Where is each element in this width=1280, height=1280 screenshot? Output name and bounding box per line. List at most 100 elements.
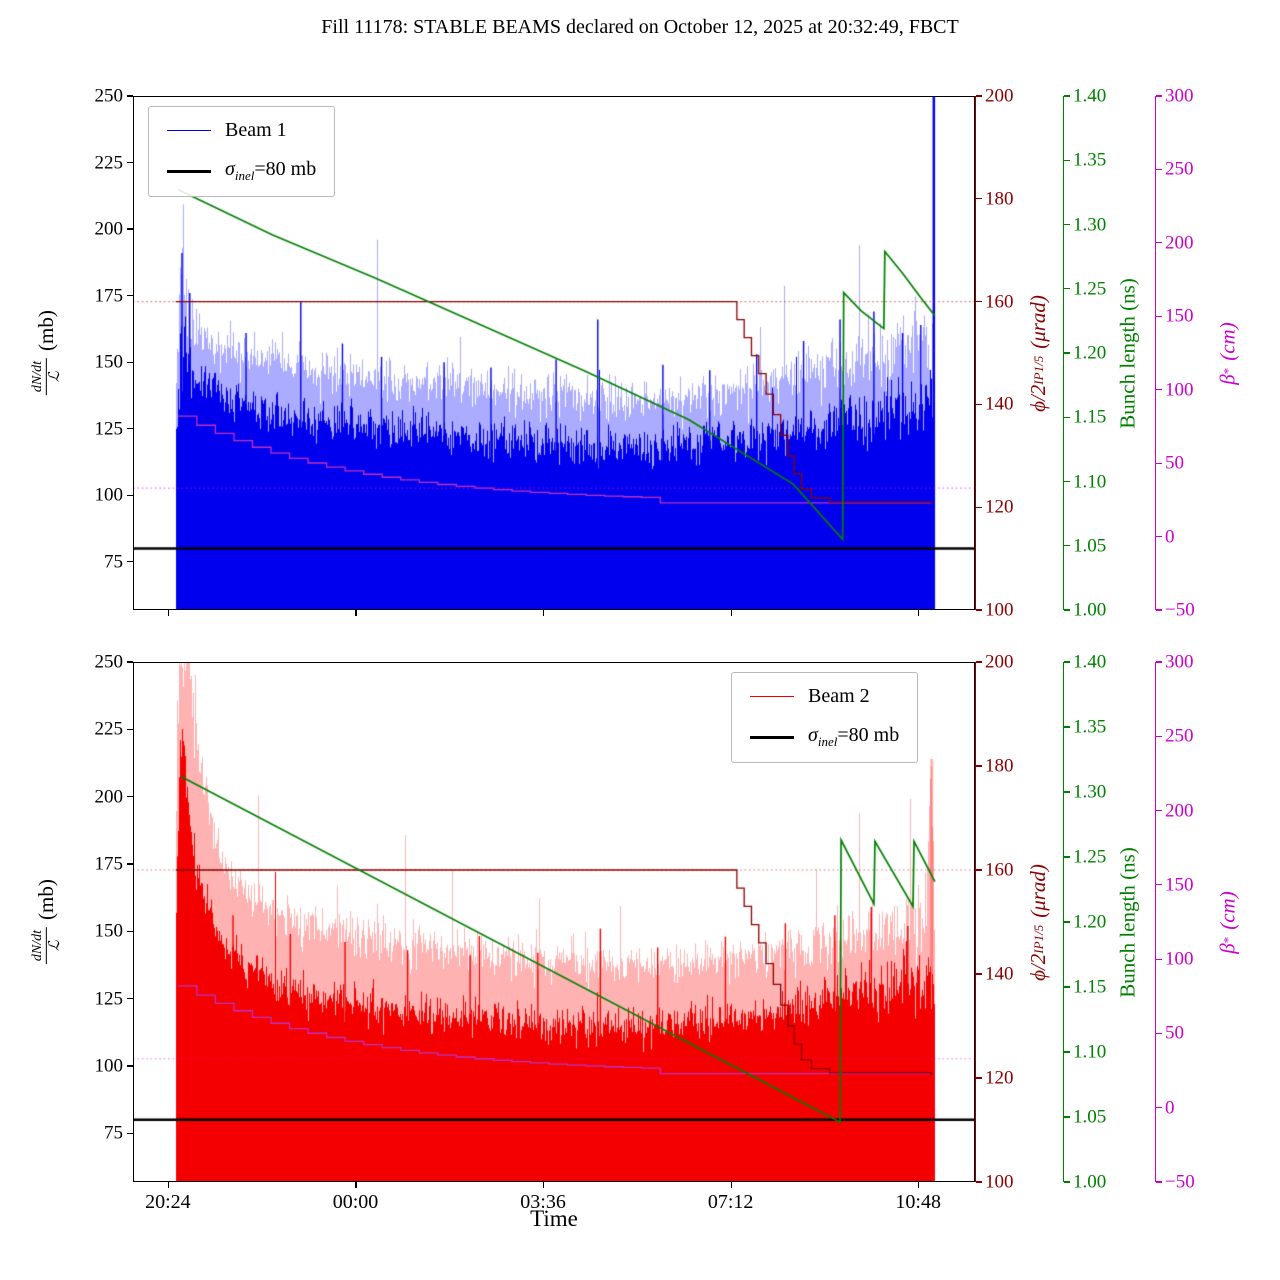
y-tick-label: 250 bbox=[94, 85, 124, 107]
legend-entry-beam1: Beam 1 bbox=[167, 119, 316, 142]
y-tick-label: 0 bbox=[1165, 1097, 1175, 1119]
y-tick-label: 250 bbox=[94, 651, 124, 673]
y-tick-label: 1.30 bbox=[1073, 214, 1107, 235]
x-tick-label: 00:00 bbox=[332, 1191, 379, 1213]
y-tick-label: 1.30 bbox=[1073, 781, 1107, 803]
y-tick-label: 120 bbox=[985, 1067, 1014, 1089]
y-tick bbox=[1156, 735, 1162, 737]
y-tick bbox=[976, 609, 982, 611]
y-tick bbox=[1156, 389, 1162, 391]
y-tick bbox=[127, 561, 133, 563]
x-tick-label: 03:36 bbox=[520, 1191, 566, 1213]
y-tick bbox=[976, 869, 982, 871]
y-tick-label: 200 bbox=[985, 651, 1014, 673]
y-tick-label: 225 bbox=[94, 718, 124, 740]
y-tick bbox=[1064, 1181, 1070, 1183]
beta-axis-label-bottom: β * (cm) bbox=[1215, 890, 1240, 954]
y-tick bbox=[1064, 159, 1070, 161]
y-tick bbox=[1064, 223, 1070, 226]
y-tick bbox=[976, 301, 982, 303]
y-tick bbox=[1156, 95, 1162, 97]
y-tick bbox=[1064, 921, 1070, 923]
y-tick-label: 200 bbox=[985, 85, 1014, 107]
y-tick bbox=[127, 295, 133, 297]
phi-axis-label-top: ϕ/2 IP1/5 (μrad) bbox=[1025, 294, 1050, 412]
y-tick bbox=[1064, 609, 1070, 611]
legend-line-sigma2 bbox=[750, 735, 794, 739]
y-tick-label: 180 bbox=[985, 755, 1014, 777]
y-tick-label: 1.20 bbox=[1073, 342, 1107, 364]
y-tick-label: 1.00 bbox=[1073, 599, 1107, 621]
y-tick bbox=[976, 1077, 982, 1079]
y-tick bbox=[976, 765, 982, 767]
y-tick-label: 100 bbox=[94, 1055, 124, 1077]
y-tick-label: 50 bbox=[1165, 1022, 1184, 1044]
y-tick-label: 1.20 bbox=[1073, 911, 1107, 933]
phi-axis-spine bbox=[975, 662, 976, 1182]
y-tick bbox=[127, 796, 133, 798]
y-tick-label: 140 bbox=[985, 393, 1014, 415]
y-tick bbox=[1064, 480, 1070, 483]
y-tick bbox=[976, 95, 982, 97]
y-tick bbox=[127, 494, 133, 496]
x-tick-label: 20:24 bbox=[145, 1191, 191, 1213]
y-tick-label: 150 bbox=[94, 351, 124, 373]
y-tick-label: 100 bbox=[94, 484, 124, 506]
y-tick-label: 75 bbox=[104, 551, 123, 573]
y-tick bbox=[976, 506, 982, 508]
y-tick-label: 1.10 bbox=[1073, 471, 1107, 492]
x-tick bbox=[355, 610, 357, 616]
y-tick bbox=[127, 228, 133, 230]
y-tick bbox=[1156, 958, 1162, 960]
y-tick bbox=[1064, 95, 1070, 97]
y-tick-label: 1.25 bbox=[1073, 278, 1107, 300]
y-tick-label: 140 bbox=[985, 963, 1014, 985]
y-tick-label: 200 bbox=[1165, 232, 1194, 254]
y-tick bbox=[1064, 416, 1070, 418]
legend-beam2: Beam 2 σinel=80 mb bbox=[731, 672, 919, 763]
y-tick-label: 100 bbox=[985, 599, 1014, 621]
beta-axis-spine bbox=[1155, 662, 1156, 1182]
x-tick bbox=[918, 1182, 920, 1188]
y-tick bbox=[1156, 609, 1162, 611]
y-tick-label: 300 bbox=[1165, 651, 1194, 673]
y-tick bbox=[1064, 545, 1070, 547]
y-tick bbox=[1156, 661, 1162, 663]
y-tick-label: −50 bbox=[1165, 1171, 1195, 1193]
y-tick bbox=[1156, 884, 1162, 886]
y-tick-label: 1.25 bbox=[1073, 846, 1107, 868]
y-tick-label: 125 bbox=[94, 418, 124, 440]
y-tick-label: 175 bbox=[94, 853, 124, 875]
legend-entry-sigma: σinel=80 mb bbox=[750, 724, 899, 750]
beta-axis-label-top: β * (cm) bbox=[1215, 321, 1240, 385]
x-tick-label: 07:12 bbox=[707, 1191, 754, 1213]
legend-label-sigma: σinel=80 mb bbox=[808, 724, 900, 749]
y-tick-label: 200 bbox=[94, 218, 124, 240]
y-tick bbox=[1156, 242, 1162, 244]
y-tick bbox=[127, 728, 133, 730]
bunch-axis-label-top: Bunch length (ns) bbox=[1115, 277, 1140, 429]
figure-title: Fill 11178: STABLE BEAMS declared on Oct… bbox=[321, 16, 959, 38]
y-tick-label: 1.40 bbox=[1073, 651, 1107, 673]
y-tick-label: 50 bbox=[1165, 452, 1184, 474]
legend-entry-beam2: Beam 2 bbox=[750, 685, 899, 708]
y-tick-label: 1.00 bbox=[1073, 1171, 1107, 1193]
y-tick-label: 125 bbox=[94, 988, 124, 1010]
x-tick bbox=[543, 610, 545, 616]
y-tick-label: 100 bbox=[1165, 379, 1194, 401]
y-tick bbox=[976, 661, 982, 663]
legend-label-beam1: Beam 1 bbox=[225, 119, 287, 141]
y-tick-label: 250 bbox=[1165, 725, 1194, 747]
y-tick-label: 225 bbox=[94, 152, 124, 174]
y-tick bbox=[127, 930, 133, 932]
y-tick-label: 1.35 bbox=[1073, 149, 1107, 171]
y-tick-label: 300 bbox=[1165, 85, 1194, 107]
y-tick bbox=[1156, 168, 1162, 171]
y-tick bbox=[1064, 726, 1070, 728]
y-tick-label: 100 bbox=[985, 1171, 1014, 1193]
y-tick-label: 1.15 bbox=[1073, 976, 1107, 998]
x-tick bbox=[167, 1182, 170, 1188]
y-tick bbox=[127, 428, 133, 430]
bunch-axis-spine bbox=[1063, 96, 1064, 610]
